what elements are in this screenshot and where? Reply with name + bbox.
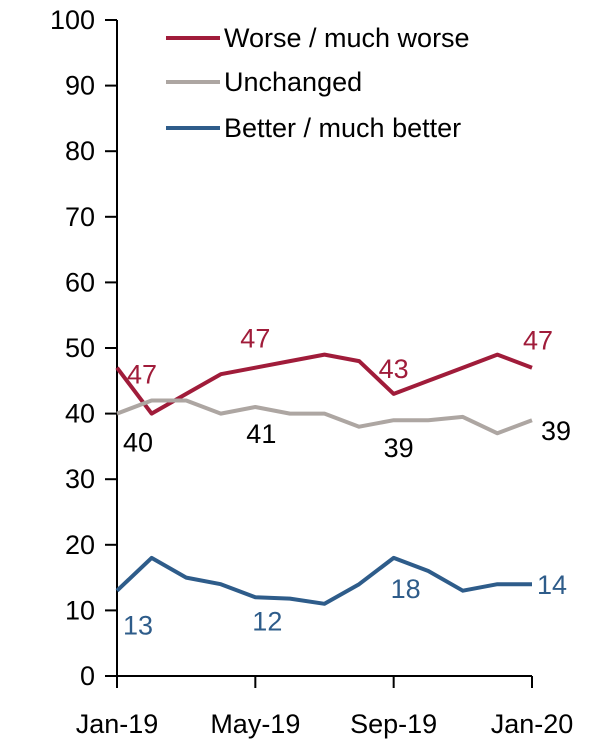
legend-label: Better / much better	[224, 113, 461, 143]
x-tick-label: May-19	[210, 709, 300, 739]
data-labels: 47 47 43 47 40 41 39 39 13 12 18 14	[123, 324, 571, 641]
data-label: 18	[391, 574, 421, 604]
y-tick-label: 70	[65, 202, 95, 232]
legend: Worse / much worse Unchanged Better / much…	[166, 23, 470, 143]
legend-label: Unchanged	[224, 67, 362, 97]
data-label: 39	[541, 416, 571, 446]
y-tick-label: 30	[65, 464, 95, 494]
y-tick-label: 60	[65, 267, 95, 297]
x-tick-label: Sep-19	[350, 709, 437, 739]
series-line-1	[116, 398, 533, 436]
data-label: 13	[123, 611, 153, 641]
data-label: 47	[240, 324, 270, 354]
y-tick-label: 100	[50, 5, 95, 35]
data-label: 12	[252, 606, 282, 636]
series-line-2	[115, 555, 532, 606]
y-tick-label: 20	[65, 530, 95, 560]
x-tick-label: Jan-19	[76, 709, 159, 739]
legend-label: Worse / much worse	[224, 23, 470, 53]
y-tick-label: 0	[80, 661, 95, 691]
data-label: 40	[123, 428, 153, 458]
data-label: 47	[127, 360, 157, 390]
series-layer	[115, 352, 533, 606]
data-label: 47	[523, 326, 553, 356]
data-label: 41	[246, 419, 276, 449]
data-label: 43	[379, 354, 409, 384]
data-label: 14	[537, 570, 567, 600]
data-label: 39	[384, 433, 414, 463]
x-tick-label: Jan-20	[491, 709, 574, 739]
y-tick-label: 90	[65, 71, 95, 101]
series-line-0	[115, 352, 533, 416]
y-tick-label: 40	[65, 399, 95, 429]
axes: 0 10 20 30 40 50 60 70 80 90 100 Jan-19 May-19 Sep-19…	[50, 5, 573, 739]
y-tick-label: 10	[65, 595, 95, 625]
y-tick-label: 80	[65, 136, 95, 166]
y-tick-label: 50	[65, 333, 95, 363]
